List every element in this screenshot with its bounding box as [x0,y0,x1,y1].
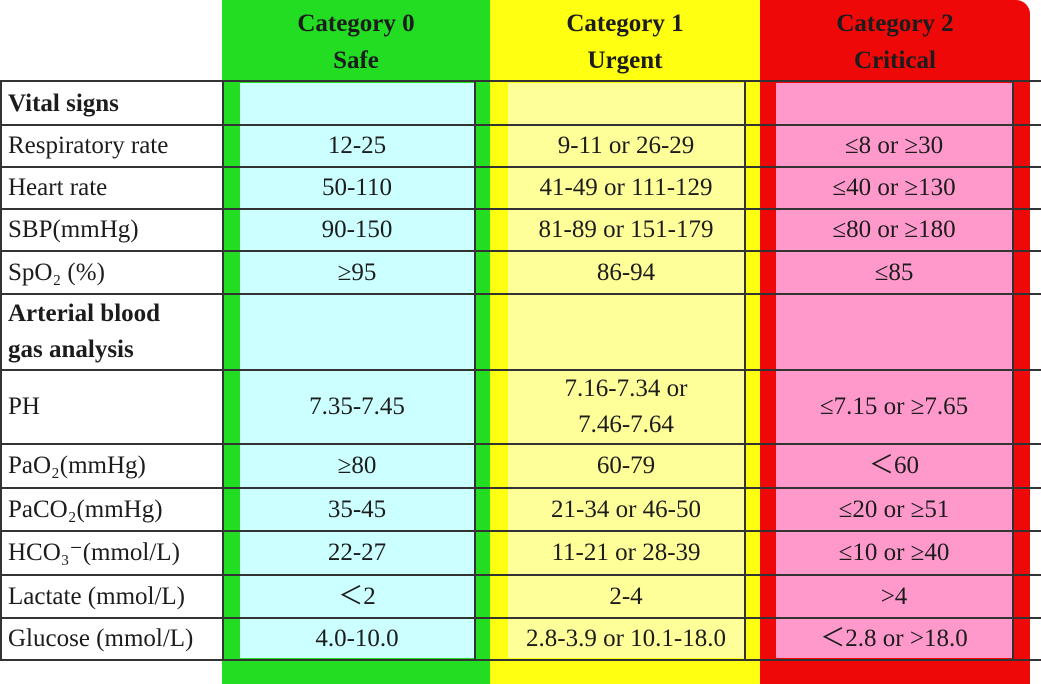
cell-urgent: 2-4 [609,582,643,610]
header-title: Category 1 [566,10,684,37]
section-vital-signs: Vital signs [8,90,119,117]
grid-line [0,487,1041,489]
grid-line [222,81,224,661]
cell-critical: ≤8 or ≥30 [844,132,944,159]
section-abg: Arterial blood gas analysis [8,295,222,369]
cell-safe: 7.35-7.45 [309,393,405,420]
cell-safe: 4.0-10.0 [315,625,399,652]
cell-critical: ≤10 or ≥40 [838,539,950,566]
cell-safe: 50-110 [322,174,392,201]
row-label-spo2: SpO₂ (%) [8,258,105,286]
cell-urgent-line-2: 7.46-7.64 [578,411,674,438]
grid-line [0,443,1041,445]
grid-line [1012,81,1014,661]
row-label-heart-rate: Heart rate [8,174,108,201]
section-abg-line-1: Arterial blood [8,300,161,327]
cell-critical: ≤40 or ≥130 [832,174,956,201]
row-label-paco2: PaCO₂(mmHg) [8,495,163,523]
grid-line [474,81,476,661]
cell-critical: ≤80 or ≥180 [832,216,956,243]
grid-line [0,250,1041,252]
row-label-ph: PH [8,393,40,420]
row-label-lactate: Lactate (mmol/L) [8,582,186,610]
row-label-respiratory-rate: Respiratory rate [8,132,169,159]
cell-critical: ＜60 [868,452,919,479]
cell-urgent: 11-21 or 28-39 [551,539,701,566]
grid-line [0,659,1041,661]
cell-urgent: 81-89 or 151-179 [538,216,714,243]
cell-safe: 90-150 [321,216,393,243]
grid-line [0,166,1041,168]
cell-safe: 12-25 [327,132,387,159]
cell-safe: ≥95 [337,258,377,286]
cell-safe: 22-27 [327,539,387,566]
grid-line [744,81,746,661]
cell-urgent: 60-79 [596,452,656,479]
header-subtitle: Safe [333,47,379,74]
cell-critical: >4 [880,582,908,610]
cell-urgent: 7.16-7.34 or 7.46-7.64 [508,371,744,443]
section-abg-line-2: gas analysis [8,336,134,363]
cell-urgent: 2.8-3.9 or 10.1-18.0 [526,625,726,652]
header-category-2: Category 2 Critical [760,4,1030,80]
cell-safe: 35-45 [327,495,387,523]
cell-safe: ≥80 [337,452,377,479]
grid-line [0,80,1041,82]
row-label-glucose: Glucose (mmol/L) [8,625,194,652]
grid-line [0,574,1041,576]
grid-line [0,293,1041,295]
grid-line [0,530,1041,532]
cell-critical: ≤20 or ≥51 [838,495,950,523]
grid-line [0,369,1041,371]
cell-urgent: 21-34 or 46-50 [551,495,701,523]
cell-urgent-line-1: 7.16-7.34 or [564,375,688,402]
grid-line [0,617,1041,619]
grid-line [0,124,1041,126]
header-category-0: Category 0 Safe [222,4,490,80]
row-label-sbp: SBP(mmHg) [8,216,139,243]
grid-line [0,208,1041,210]
grid-line [0,81,2,661]
cell-critical: ＜2.8 or >18.0 [820,625,968,652]
header-title: Category 0 [297,10,415,37]
row-label-hco3: HCO₃⁻(mmol/L) [8,539,180,566]
header-category-1: Category 1 Urgent [490,4,760,80]
row-label-pao2: PaO₂(mmHg) [8,452,146,479]
header-title: Category 2 [836,10,954,37]
header-subtitle: Critical [854,47,936,74]
cell-critical: ≤7.15 or ≥7.65 [819,393,969,420]
cell-safe: ＜2 [338,582,376,610]
cell-urgent: 9-11 or 26-29 [557,132,695,159]
cell-critical: ≤85 [874,258,914,286]
header-subtitle: Urgent [587,47,663,74]
cell-urgent: 86-94 [596,258,656,286]
cell-urgent: 41-49 or 111-129 [539,174,713,201]
